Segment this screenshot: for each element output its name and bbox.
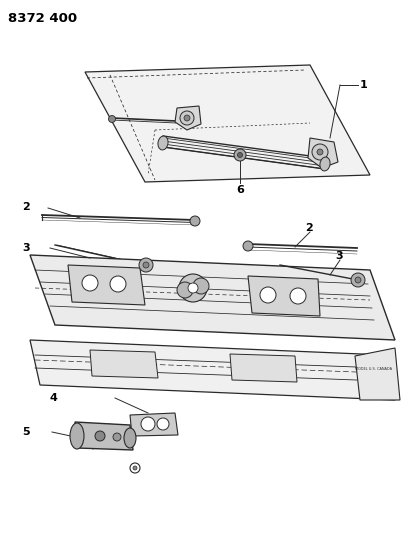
Polygon shape: [307, 138, 337, 168]
Circle shape: [139, 258, 153, 272]
Circle shape: [189, 216, 200, 226]
Polygon shape: [229, 354, 296, 382]
Text: 6: 6: [236, 185, 243, 195]
Ellipse shape: [70, 423, 84, 449]
Circle shape: [259, 287, 275, 303]
Text: 2: 2: [304, 223, 312, 233]
Circle shape: [184, 115, 189, 121]
Circle shape: [243, 241, 252, 251]
Circle shape: [143, 262, 148, 268]
Circle shape: [193, 278, 209, 294]
Circle shape: [350, 273, 364, 287]
Circle shape: [179, 274, 207, 302]
Polygon shape: [75, 422, 133, 450]
Circle shape: [82, 275, 98, 291]
Circle shape: [110, 276, 126, 292]
Circle shape: [130, 463, 139, 473]
Circle shape: [180, 111, 193, 125]
Polygon shape: [247, 276, 319, 316]
Polygon shape: [130, 413, 178, 436]
Polygon shape: [90, 350, 157, 378]
Text: 3: 3: [334, 251, 342, 261]
Text: 4: 4: [50, 393, 58, 403]
Polygon shape: [30, 340, 394, 400]
Circle shape: [177, 282, 193, 298]
Text: 8372 400: 8372 400: [8, 12, 77, 25]
Circle shape: [234, 149, 245, 161]
Polygon shape: [175, 106, 200, 130]
Circle shape: [133, 466, 137, 470]
Ellipse shape: [157, 136, 168, 150]
Circle shape: [289, 288, 305, 304]
Text: 1: 1: [359, 80, 367, 90]
Text: MODEL U.S. CANADA: MODEL U.S. CANADA: [354, 367, 391, 371]
Circle shape: [316, 149, 322, 155]
Text: 2: 2: [22, 202, 30, 212]
Polygon shape: [354, 348, 399, 400]
Polygon shape: [30, 255, 394, 340]
Circle shape: [311, 144, 327, 160]
Circle shape: [237, 152, 242, 157]
Circle shape: [141, 417, 155, 431]
Ellipse shape: [319, 157, 329, 171]
Text: 3: 3: [22, 243, 29, 253]
Circle shape: [108, 116, 115, 123]
Text: 5: 5: [22, 427, 29, 437]
Polygon shape: [85, 65, 369, 182]
Circle shape: [157, 418, 169, 430]
Ellipse shape: [124, 428, 136, 448]
Circle shape: [354, 277, 360, 283]
Polygon shape: [68, 265, 145, 305]
Circle shape: [113, 433, 121, 441]
Circle shape: [95, 431, 105, 441]
Circle shape: [188, 283, 198, 293]
